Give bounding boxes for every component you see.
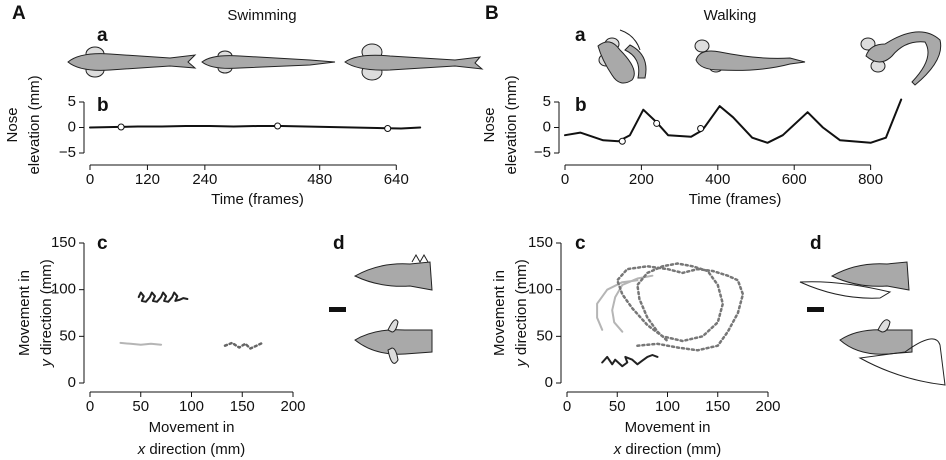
y-tick-label: 5: [68, 93, 76, 110]
x-axis-label: Time (frames): [689, 191, 782, 208]
x-tick-label: 200: [755, 398, 780, 415]
panel-letter: B: [485, 3, 499, 24]
series-line: [137, 291, 189, 303]
salamander-illustration: [597, 29, 942, 86]
y-tick-label: 50: [59, 327, 76, 344]
series-line: [564, 98, 903, 144]
series-line: [616, 262, 745, 352]
y-tick-label: −5: [534, 144, 551, 161]
x-tick-label: 400: [705, 171, 730, 188]
y-tick-label: 150: [51, 234, 76, 251]
y-axis-label: elevation (mm): [26, 75, 43, 174]
y-tick-label: 5: [543, 93, 551, 110]
y-tick-label: −5: [59, 144, 76, 161]
x-tick-label: 640: [384, 171, 409, 188]
panel-letter: A: [12, 3, 26, 24]
series-line: [601, 354, 659, 368]
y-tick-label: 150: [528, 234, 553, 251]
x-axis-label-rest: direction (mm): [145, 441, 245, 458]
y-tick-label: 0: [543, 118, 551, 135]
panel-letter: b: [97, 95, 109, 116]
x-axis-label: Movement in: [625, 419, 711, 436]
x-tick-label: 240: [192, 171, 217, 188]
panel-title: Swimming: [227, 7, 296, 24]
series-line: [596, 274, 654, 333]
x-tick-label: 0: [561, 171, 569, 188]
fish-illustration: [67, 43, 484, 81]
x-axis-label: x direction (mm): [137, 441, 246, 458]
marker: [274, 122, 282, 130]
panel-letter: b: [575, 95, 587, 116]
x-tick-label: 0: [563, 398, 571, 415]
panel-title: Walking: [704, 7, 757, 24]
x-tick-label: 600: [782, 171, 807, 188]
panel-letter: c: [97, 233, 108, 254]
y-axis-label: Movement in: [491, 270, 508, 356]
series-line: [89, 125, 422, 130]
y-axis-label: Nose: [481, 107, 498, 142]
head-illustration: [329, 253, 946, 386]
y-axis-label: elevation (mm): [503, 75, 520, 174]
x-axis-label-rest: direction (mm): [621, 441, 721, 458]
y-tick-label: 0: [545, 374, 553, 391]
x-tick-label: 120: [135, 171, 160, 188]
x-tick-label: 100: [655, 398, 680, 415]
x-tick-label: 0: [86, 171, 94, 188]
marker: [117, 123, 125, 131]
marker: [384, 125, 392, 133]
y-axis-label: y direction (mm): [513, 259, 530, 368]
x-tick-label: 200: [629, 171, 654, 188]
y-axis-label: Nose: [4, 107, 21, 142]
y-axis-label: Movement in: [16, 270, 33, 356]
x-axis-label: x direction (mm): [613, 441, 722, 458]
x-tick-label: 200: [280, 398, 305, 415]
marker: [697, 125, 705, 133]
subpanel-letter: a: [97, 25, 108, 46]
x-tick-label: 150: [705, 398, 730, 415]
marker: [618, 137, 626, 145]
x-tick-label: 50: [609, 398, 626, 415]
subpanel-letter: d: [333, 233, 345, 254]
x-tick-label: 50: [132, 398, 149, 415]
panel-letter: c: [575, 233, 586, 254]
y-tick-label: 0: [68, 118, 76, 135]
y-tick-label: 100: [51, 281, 76, 298]
series-line: [223, 341, 264, 350]
y-axis-label-var: y: [38, 358, 55, 368]
x-axis-label-var: x: [613, 441, 622, 458]
y-tick-label: 100: [528, 281, 553, 298]
y-axis-label-var: y: [513, 358, 530, 368]
x-tick-label: 100: [179, 398, 204, 415]
subpanel-letter: d: [810, 233, 822, 254]
subpanel-letter: a: [575, 25, 586, 46]
x-axis-label: Time (frames): [211, 191, 304, 208]
x-tick-label: 480: [307, 171, 332, 188]
x-tick-label: 150: [230, 398, 255, 415]
x-tick-label: 800: [858, 171, 883, 188]
y-axis-label-rest: direction (mm): [38, 259, 55, 359]
y-tick-label: 0: [68, 374, 76, 391]
x-axis-label-var: x: [137, 441, 146, 458]
x-axis-label: Movement in: [149, 419, 235, 436]
series-line: [119, 341, 163, 346]
y-axis-label-rest: direction (mm): [513, 259, 530, 359]
x-tick-label: 0: [86, 398, 94, 415]
y-tick-label: 50: [536, 327, 553, 344]
y-axis-label: y direction (mm): [38, 259, 55, 368]
marker: [653, 119, 661, 127]
